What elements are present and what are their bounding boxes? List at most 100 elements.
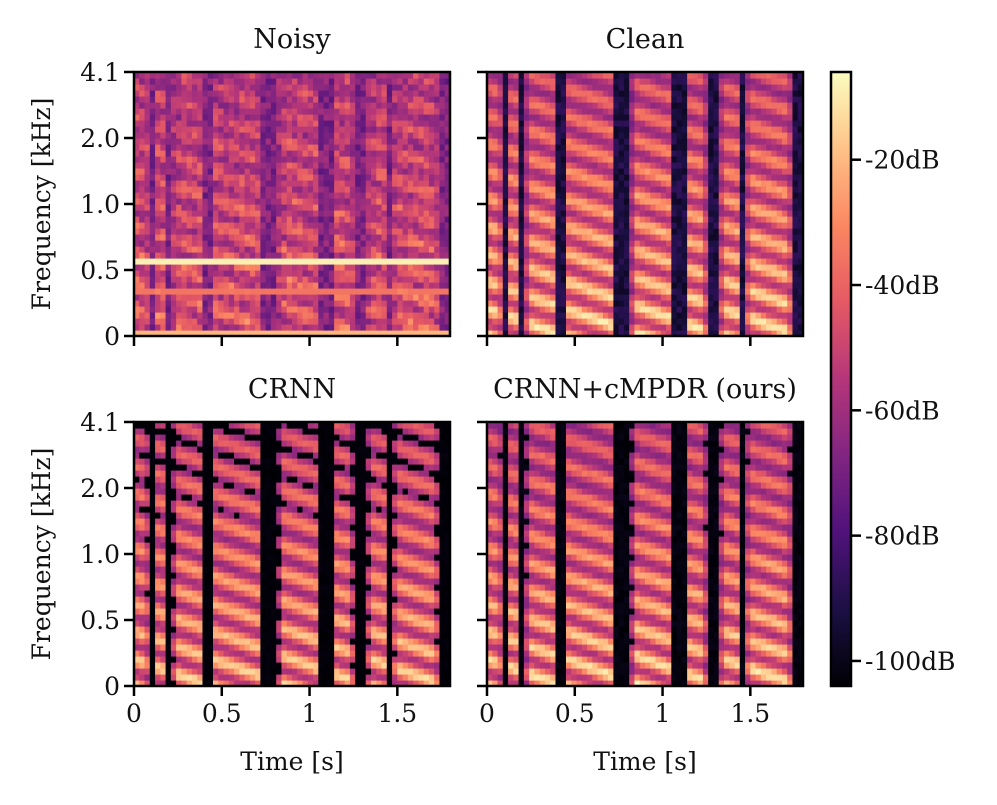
spectrogram-cell (186, 180, 193, 187)
spectrogram-cell (249, 156, 256, 163)
spectrogram-cell (297, 168, 304, 175)
spectrogram-cell (202, 240, 209, 247)
spectrogram-cell (497, 150, 504, 157)
spectrogram-cell (645, 246, 651, 253)
spectrogram-cell (566, 126, 572, 133)
spectrogram-cell (544, 132, 551, 139)
spectrogram-cell (270, 126, 277, 133)
spectrogram-cell (697, 294, 704, 301)
spectrogram-cell (702, 264, 709, 271)
spectrogram-cell (708, 306, 715, 313)
spectrogram-cell (592, 96, 599, 103)
spectrogram-cell (355, 150, 362, 157)
spectrogram-cell (144, 198, 151, 205)
spectrogram-cell (602, 96, 609, 103)
spectrogram-cell (328, 318, 335, 325)
spectrogram-cell (270, 318, 277, 325)
spectrogram-cell (671, 282, 678, 289)
spectrogram-cell (286, 162, 293, 169)
spectrogram-cell (397, 306, 404, 313)
spectrogram-cell (360, 108, 367, 115)
spectrogram-cell (529, 180, 535, 187)
spectrogram-cell (560, 282, 567, 289)
spectrogram-cell (344, 318, 351, 325)
spectrogram-cell (249, 324, 256, 331)
spectrogram-cell (160, 288, 167, 295)
spectrogram-cell (592, 312, 599, 319)
spectrogram-cell (613, 144, 620, 151)
spectrogram-cell (587, 294, 593, 301)
spectrogram-cell (297, 282, 304, 289)
spectrogram-cell (713, 90, 720, 97)
spectrogram-cell (608, 252, 614, 259)
spectrogram-cell (160, 138, 167, 145)
spectrogram-cell (671, 90, 678, 97)
spectrogram-cell (697, 120, 704, 127)
spectrogram-cell (666, 108, 672, 115)
spectrogram-cell (376, 228, 383, 235)
spectrogram-cell (149, 258, 156, 265)
spectrogram-cell (371, 168, 377, 175)
spectrogram-cell (176, 264, 182, 271)
spectrogram-cell (270, 96, 277, 103)
spectrogram-cell (718, 288, 725, 295)
spectrogram-cell (355, 90, 362, 97)
spectrogram-cell (534, 102, 541, 109)
spectrogram-cell (286, 138, 293, 145)
spectrogram-cell (645, 156, 651, 163)
spectrogram-cell (750, 120, 757, 127)
spectrogram-cell (560, 180, 567, 187)
spectrogram-cell (234, 246, 240, 253)
spectrogram-cell (544, 156, 551, 163)
spectrogram-cell (318, 180, 325, 187)
spectrogram-cell (608, 174, 614, 181)
spectrogram-cell (560, 270, 567, 277)
spectrogram-cell (518, 72, 525, 79)
spectrogram-cell (260, 198, 267, 205)
spectrogram-cell (255, 90, 261, 97)
spectrogram-cell (602, 246, 609, 253)
spectrogram-cell (265, 282, 272, 289)
spectrogram-cell (402, 150, 409, 157)
spectrogram-cell (671, 132, 678, 139)
spectrogram-cell (223, 150, 230, 157)
spectrogram-cell (708, 156, 715, 163)
spectrogram-cell (497, 72, 504, 79)
spectrogram-cell (202, 312, 209, 319)
spectrogram-cell (544, 276, 551, 283)
spectrogram-cell (497, 228, 504, 235)
spectrogram-cell (702, 312, 709, 319)
spectrogram-cell (402, 294, 409, 301)
spectrogram-cell (260, 330, 267, 337)
spectrogram-cell (571, 84, 578, 91)
spectrogram-cell (750, 174, 757, 181)
spectrogram-cell (307, 162, 314, 169)
spectrogram-cell (555, 90, 562, 97)
spectrogram-cell (270, 132, 277, 139)
spectrogram-cell (344, 132, 351, 139)
spectrogram-cell (687, 114, 693, 121)
spectrogram-cell (286, 90, 293, 97)
spectrogram-cell (492, 96, 499, 103)
spectrogram-cell (286, 264, 293, 271)
spectrogram-cell (576, 282, 583, 289)
spectrogram-cell (729, 168, 736, 175)
spectrogram-cell (487, 216, 493, 223)
spectrogram-cell (249, 78, 256, 85)
spectrogram-cell (260, 312, 267, 319)
spectrogram-cell (534, 294, 541, 301)
spectrogram-cell (487, 168, 493, 175)
spectrogram-cell (634, 126, 641, 133)
spectrogram-cell (313, 240, 319, 247)
spectrogram-cell (239, 168, 246, 175)
spectrogram-cell (418, 162, 425, 169)
spectrogram-cell (371, 294, 377, 301)
spectrogram-cell (181, 198, 188, 205)
spectrogram-cell (249, 90, 256, 97)
spectrogram-cell (155, 198, 161, 205)
spectrogram-cell (292, 252, 298, 259)
spectrogram-cell (713, 144, 720, 151)
spectrogram-cell (692, 162, 699, 169)
spectrogram-cell (602, 234, 609, 241)
spectrogram-cell (666, 264, 672, 271)
